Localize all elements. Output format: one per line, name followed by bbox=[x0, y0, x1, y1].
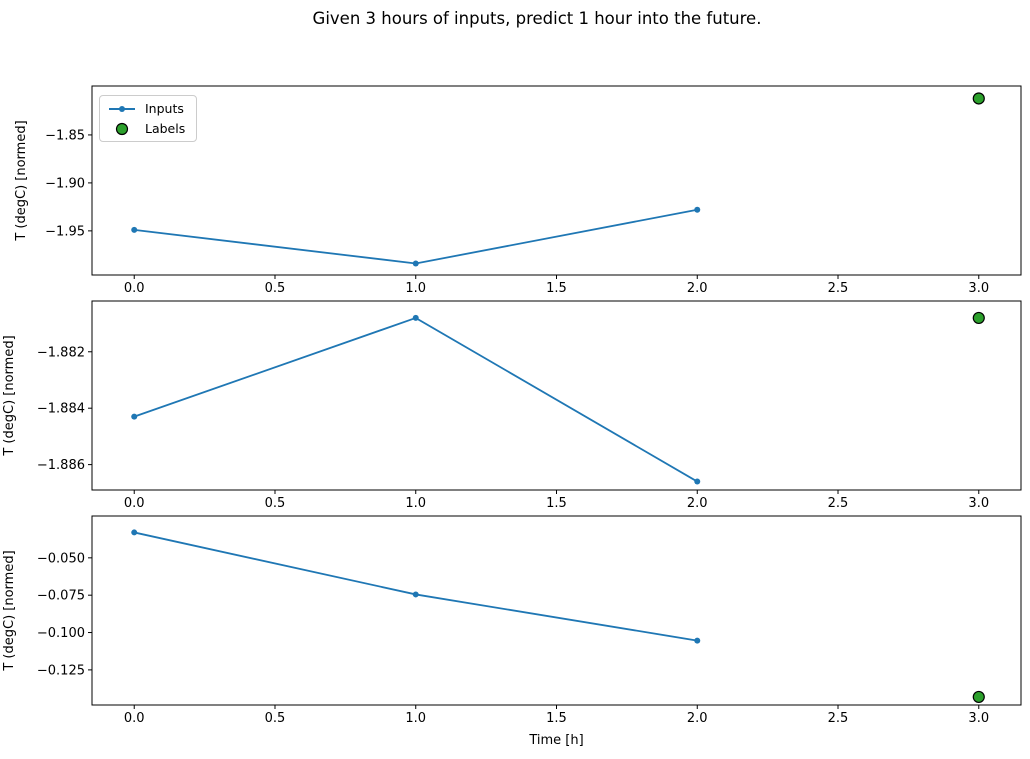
x-tick-label: 1.5 bbox=[546, 281, 567, 296]
inputs-marker bbox=[694, 478, 701, 485]
inputs-line-icon bbox=[108, 103, 136, 115]
x-tick-label: 1.0 bbox=[405, 711, 426, 726]
inputs-marker bbox=[131, 226, 138, 233]
inputs-marker bbox=[412, 314, 419, 321]
x-tick-label: 3.0 bbox=[968, 711, 989, 726]
x-tick-label: 0.0 bbox=[124, 281, 145, 296]
axes-frame-1 bbox=[91, 300, 1022, 491]
y-tick-label: −0.075 bbox=[37, 589, 85, 604]
inputs-marker bbox=[694, 637, 701, 644]
x-tick-label: 0.0 bbox=[124, 496, 145, 511]
y-tick-label: −1.90 bbox=[45, 176, 85, 191]
inputs-marker bbox=[412, 260, 419, 267]
y-tick-label: −1.884 bbox=[37, 402, 85, 417]
labels-point bbox=[972, 92, 985, 105]
x-tick-label: 0.5 bbox=[265, 496, 286, 511]
axes-frame-0 bbox=[91, 85, 1022, 276]
legend-entry-labels: Labels bbox=[108, 121, 185, 136]
y-tick-label: −0.050 bbox=[37, 551, 85, 566]
y-tick-label: −1.95 bbox=[45, 224, 85, 239]
labels-point bbox=[972, 690, 985, 704]
x-tick-label: 2.5 bbox=[828, 496, 849, 511]
legend-entry-inputs: Inputs bbox=[108, 101, 185, 116]
x-tick-label: 3.0 bbox=[968, 496, 989, 511]
x-tick-label: 2.5 bbox=[828, 711, 849, 726]
x-tick-label: 2.0 bbox=[687, 496, 708, 511]
figure-title: Given 3 hours of inputs, predict 1 hour … bbox=[312, 9, 762, 28]
legend-label-labels: Labels bbox=[145, 121, 186, 136]
inputs-line bbox=[133, 316, 699, 483]
y-axis-label: T (degC) [normed] bbox=[2, 550, 17, 671]
x-tick-label: 2.0 bbox=[687, 711, 708, 726]
y-tick-label: −1.886 bbox=[37, 458, 85, 473]
legend-label-inputs: Inputs bbox=[145, 101, 184, 116]
legend: Inputs Labels bbox=[99, 95, 198, 142]
x-tick-label: 2.5 bbox=[828, 281, 849, 296]
y-tick-label: −1.85 bbox=[45, 128, 85, 143]
y-tick-label: −1.882 bbox=[37, 345, 85, 360]
labels-point bbox=[972, 311, 985, 325]
axes-frame-2 bbox=[91, 515, 1022, 706]
x-tick-label: 3.0 bbox=[968, 281, 989, 296]
x-tick-label: 1.0 bbox=[405, 281, 426, 296]
x-axis-label: Time [h] bbox=[528, 733, 583, 748]
inputs-line bbox=[133, 208, 699, 265]
inputs-marker bbox=[412, 591, 419, 598]
x-tick-label: 1.5 bbox=[546, 711, 567, 726]
y-axis-label: T (degC) [normed] bbox=[14, 120, 29, 241]
inputs-line bbox=[133, 531, 699, 642]
x-tick-label: 0.5 bbox=[265, 711, 286, 726]
x-tick-label: 0.0 bbox=[124, 711, 145, 726]
x-tick-label: 1.5 bbox=[546, 496, 567, 511]
x-tick-label: 1.0 bbox=[405, 496, 426, 511]
x-tick-label: 0.5 bbox=[265, 281, 286, 296]
labels-circle-icon bbox=[108, 122, 136, 136]
y-tick-label: −0.100 bbox=[37, 626, 85, 641]
x-tick-label: 2.0 bbox=[687, 281, 708, 296]
inputs-marker bbox=[131, 413, 138, 420]
y-tick-label: −0.125 bbox=[37, 663, 85, 678]
inputs-marker bbox=[131, 529, 138, 536]
inputs-marker bbox=[694, 206, 701, 213]
y-axis-label: T (degC) [normed] bbox=[2, 335, 17, 456]
